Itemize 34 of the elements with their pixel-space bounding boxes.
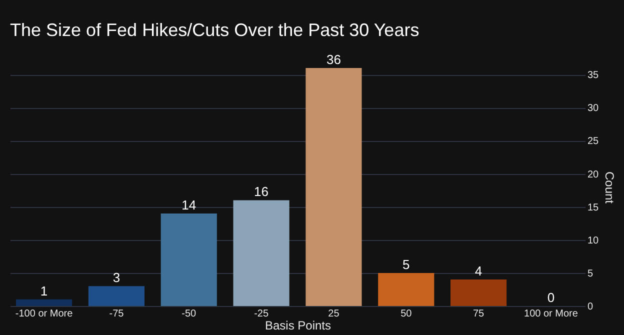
bar <box>16 299 72 306</box>
x-tick-label: 25 <box>328 308 340 320</box>
data-label: 0 <box>547 290 555 305</box>
bar <box>233 200 290 306</box>
bar <box>450 280 507 306</box>
x-tick-label: -75 <box>109 308 124 320</box>
y-tick-label: 10 <box>588 235 600 246</box>
x-axis-title: Basis Points <box>264 318 332 332</box>
y-tick-label: 15 <box>588 202 600 214</box>
data-label: 16 <box>254 184 269 200</box>
data-label: 36 <box>326 52 341 67</box>
x-tick-label: 50 <box>400 308 412 320</box>
x-tick-label: -25 <box>254 308 269 320</box>
y-tick-label: 0 <box>588 302 594 312</box>
y-axis-title: Count <box>602 171 617 204</box>
data-label: 5 <box>402 256 410 272</box>
x-tick-label: 100 or More <box>524 308 578 320</box>
data-label: 3 <box>112 270 120 286</box>
bar <box>88 286 144 306</box>
data-label: 4 <box>474 264 482 279</box>
x-tick-label: -50 <box>182 308 197 320</box>
bar <box>306 68 362 306</box>
y-tick-label: 5 <box>588 268 594 280</box>
data-label: 14 <box>182 197 196 212</box>
y-tick-label: 35 <box>588 70 600 82</box>
bar <box>378 272 434 306</box>
chart-title: The Size of Fed Hikes/Cuts Over the Past 30 Years <box>10 20 420 40</box>
y-tick-label: 25 <box>588 136 600 148</box>
x-tick-label: 75 <box>472 308 485 320</box>
x-tick-label: -100 or More <box>15 308 74 320</box>
y-tick-label: 30 <box>588 103 600 114</box>
y-tick-label: 20 <box>588 169 600 180</box>
bar <box>160 213 217 306</box>
data-label: 1 <box>40 283 48 298</box>
